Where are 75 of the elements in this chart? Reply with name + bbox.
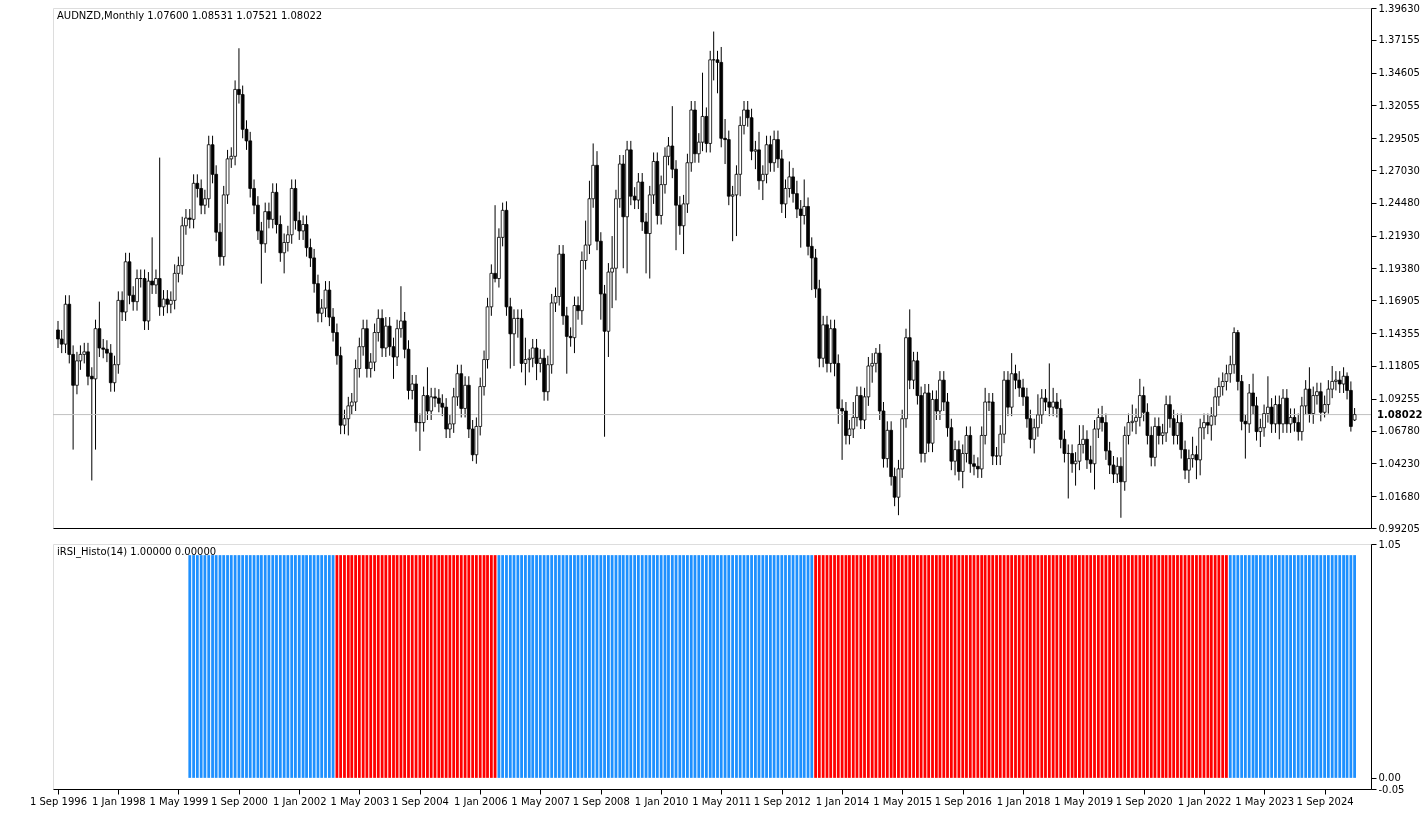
candlestick bbox=[1206, 413, 1210, 435]
candlestick bbox=[1318, 382, 1323, 422]
candlestick bbox=[1292, 407, 1297, 433]
x-tick-label: 1 Sep 2012 bbox=[753, 795, 811, 807]
candlestick bbox=[56, 320, 60, 349]
candlestick bbox=[1326, 379, 1331, 415]
candlestick bbox=[437, 388, 441, 413]
x-tick-label: 1 Sep 2000 bbox=[210, 795, 268, 807]
y-tick-label: 1.39630 bbox=[1378, 2, 1420, 14]
candlestick bbox=[384, 316, 388, 358]
x-tick-label: 1 Jan 2002 bbox=[272, 795, 327, 807]
candlestick bbox=[768, 135, 773, 173]
y-tick-label: 1.24480 bbox=[1378, 197, 1420, 209]
y-tick-label: 1.05 bbox=[1378, 538, 1401, 550]
x-tick-label: 1 Sep 2016 bbox=[934, 795, 992, 807]
y-tick-label: -0.05 bbox=[1378, 783, 1405, 795]
candlestick bbox=[1337, 370, 1342, 394]
y-tick-label: 1.37155 bbox=[1378, 34, 1420, 46]
x-tick-label: 1 May 2015 bbox=[873, 795, 933, 807]
y-tick-label: 1.27030 bbox=[1378, 164, 1420, 176]
chart-title: AUDNZD,Monthly 1.07600 1.08531 1.07521 1.08022 bbox=[57, 10, 323, 21]
y-tick-label: 1.09255 bbox=[1378, 393, 1420, 405]
candlestick bbox=[1085, 429, 1089, 470]
candlestick bbox=[346, 396, 351, 436]
candlestick bbox=[425, 366, 430, 421]
x-tick-label: 1 May 2007 bbox=[511, 795, 571, 807]
x-tick-label: 1 May 1999 bbox=[149, 795, 209, 807]
x-tick-label: 1 Jan 1998 bbox=[92, 795, 146, 807]
ref-line-label: 1.08022 bbox=[1377, 408, 1423, 420]
y-tick-label: 1.29505 bbox=[1378, 132, 1420, 144]
x-tick-label: 1 Sep 2020 bbox=[1115, 795, 1173, 807]
y-tick-label: 1.01680 bbox=[1378, 490, 1420, 502]
x-tick-label: 1 May 2011 bbox=[692, 795, 752, 807]
candlestick bbox=[199, 178, 203, 215]
candlestick bbox=[534, 338, 539, 381]
y-tick-label: 1.32055 bbox=[1378, 99, 1420, 111]
x-tick-label: 1 May 2003 bbox=[330, 795, 390, 807]
candlestick bbox=[1115, 456, 1120, 484]
x-tick-label: 1 Jan 2014 bbox=[815, 795, 870, 807]
chart-title: iRSI_Histo(14) 1.00000 0.00000 bbox=[57, 546, 217, 558]
x-tick-label: 1 Sep 2008 bbox=[572, 795, 630, 807]
x-tick-label: 1 Jan 2018 bbox=[996, 795, 1051, 807]
candlestick bbox=[1051, 387, 1055, 417]
y-tick-label: 1.21930 bbox=[1378, 230, 1420, 242]
candlestick bbox=[1311, 386, 1316, 425]
y-tick-label: 1.06780 bbox=[1378, 425, 1420, 437]
x-tick-label: 1 Jan 2010 bbox=[634, 795, 689, 807]
candlestick bbox=[429, 387, 433, 421]
candlestick bbox=[444, 397, 448, 439]
y-tick-label: 1.04230 bbox=[1378, 457, 1420, 469]
x-tick-label: 1 Sep 1996 bbox=[29, 795, 88, 807]
candlestick bbox=[1277, 395, 1282, 440]
x-tick-label: 1 May 2019 bbox=[1054, 795, 1114, 807]
y-tick-label: 1.11805 bbox=[1378, 360, 1420, 372]
x-tick-label: 1 Jan 2022 bbox=[1177, 795, 1232, 807]
x-tick-label: 1 May 2023 bbox=[1235, 795, 1294, 807]
x-tick-label: 1 Sep 2004 bbox=[391, 795, 449, 807]
y-tick-label: 1.16905 bbox=[1378, 294, 1420, 306]
candlestick bbox=[772, 130, 776, 173]
y-tick-label: 1.14355 bbox=[1378, 327, 1420, 339]
y-tick-label: 1.34605 bbox=[1378, 67, 1420, 79]
candlestick bbox=[165, 289, 170, 314]
candlestick bbox=[323, 280, 328, 318]
candlestick bbox=[512, 308, 516, 367]
y-tick-label: 1.19380 bbox=[1378, 262, 1420, 274]
y-tick-label: 0.99205 bbox=[1378, 522, 1420, 534]
candlestick bbox=[135, 269, 139, 312]
x-tick-label: 1 Sep 2024 bbox=[1296, 795, 1354, 807]
candlestick bbox=[1047, 362, 1052, 417]
candlestick bbox=[1341, 366, 1346, 394]
y-tick-label: 0.00 bbox=[1378, 772, 1401, 784]
candlestick bbox=[1273, 395, 1278, 434]
candlestick bbox=[433, 387, 437, 408]
candlestick bbox=[530, 338, 535, 368]
x-tick-label: 1 Jan 2006 bbox=[453, 795, 508, 807]
